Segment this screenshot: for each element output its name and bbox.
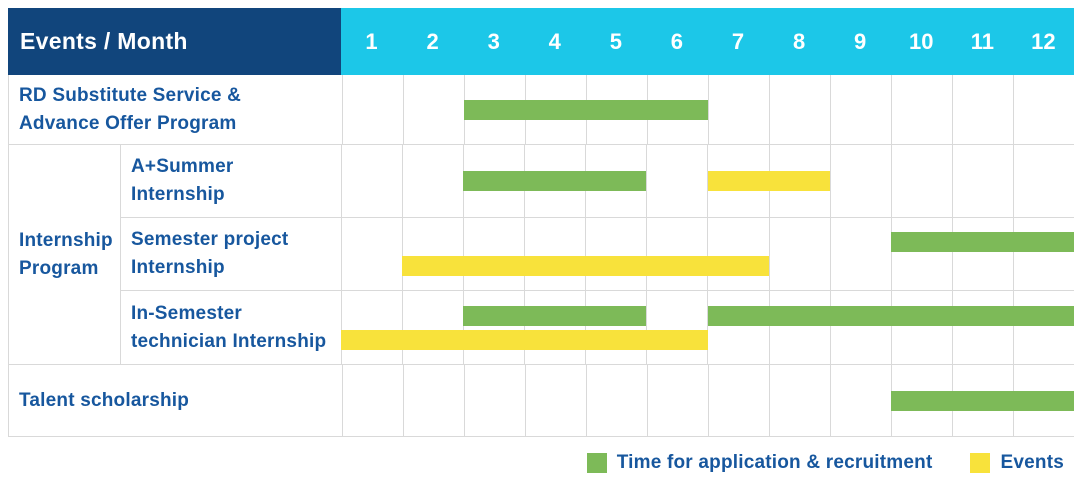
grid-cell <box>768 291 830 364</box>
table-body: RD Substitute Service & Advance Offer Pr… <box>8 75 1074 437</box>
grid-cell <box>402 218 463 290</box>
grid-cell <box>952 75 1013 144</box>
legend-label-events: Events <box>1000 452 1064 473</box>
grid-cell <box>403 365 464 436</box>
grid-cell <box>342 75 403 144</box>
events-bar <box>707 171 830 191</box>
row-semester-project-internship: Semester project Internship <box>121 218 1074 291</box>
row-label-semester-project: Semester project Internship <box>131 229 289 278</box>
grid-cell <box>830 365 891 436</box>
row-track-semester-project <box>341 218 1074 290</box>
grid-cell <box>463 218 524 290</box>
grid-cell <box>951 145 1013 217</box>
grid-cell <box>1012 145 1074 217</box>
grid-cell <box>890 145 952 217</box>
month-label: 11 <box>970 28 994 54</box>
grid-cell <box>464 365 525 436</box>
legend-item-application-recruitment: Time for application & recruitment <box>586 452 933 474</box>
grid-cell <box>524 218 585 290</box>
row-a-summer-internship: A+Summer Internship <box>121 145 1074 218</box>
grid-cell <box>646 218 707 290</box>
grid-cell <box>1013 75 1074 144</box>
legend-label-application-recruitment: Time for application & recruitment <box>616 452 933 473</box>
row-rd-substitute: RD Substitute Service & Advance Offer Pr… <box>9 75 1074 145</box>
grid-cell <box>402 291 463 364</box>
legend: Time for application & recruitment Event… <box>586 452 1064 474</box>
month-label: 5 <box>609 28 622 54</box>
month-label: 9 <box>854 28 867 54</box>
row-label-a-summer: A+Summer Internship <box>131 156 234 205</box>
month-header: 1 2 3 4 5 6 7 8 9 10 11 12 <box>341 8 1074 75</box>
grid-cell <box>647 365 708 436</box>
grid-cell <box>890 218 952 290</box>
application-recruitment-bar <box>890 232 1074 253</box>
grid-cell <box>1012 218 1074 290</box>
grid-cell <box>585 291 646 364</box>
legend-item-events: Events <box>970 452 1064 474</box>
events-bar <box>402 256 769 277</box>
grid-cell <box>708 365 769 436</box>
month-label: 10 <box>909 28 934 54</box>
application-recruitment-bar <box>463 305 647 326</box>
row-track-talent-scholarship <box>342 365 1074 436</box>
application-recruitment-bar <box>464 99 708 120</box>
grid-cell <box>769 75 830 144</box>
grid-cell <box>708 75 769 144</box>
grid-cell <box>524 291 585 364</box>
row-track-rd-substitute <box>342 75 1074 144</box>
month-label: 12 <box>1031 28 1056 54</box>
grid-cell <box>646 145 707 217</box>
events-gantt-chart: Events / Month 1 2 3 4 5 6 7 8 9 10 11 12 RD Substi… <box>8 8 1074 437</box>
grid-cell <box>585 218 646 290</box>
row-group-internship: Internship Program A+Summer Internship S… <box>9 145 1074 365</box>
grid-cell <box>951 218 1013 290</box>
grid-cell <box>768 218 830 290</box>
grid-cell <box>707 291 768 364</box>
grid-cell <box>891 75 952 144</box>
grid-cell <box>341 145 402 217</box>
month-label: 4 <box>548 28 561 54</box>
row-in-semester-technician-internship: In-Semester technician Internship <box>121 291 1074 364</box>
events-bar <box>341 329 708 350</box>
grid-cell <box>829 145 891 217</box>
row-label-in-semester: In-Semester technician Internship <box>131 302 327 352</box>
grid-cell <box>829 291 891 364</box>
grid-cell <box>341 291 402 364</box>
grid-cell <box>463 291 524 364</box>
row-track-a-summer <box>341 145 1074 217</box>
grid-cell <box>769 365 830 436</box>
grid-cell <box>403 75 464 144</box>
grid-cell <box>586 365 647 436</box>
grid-cell <box>951 291 1013 364</box>
grid-cell <box>1012 291 1074 364</box>
row-talent-scholarship: Talent scholarship <box>9 365 1074 437</box>
row-track-in-semester <box>341 291 1074 364</box>
grid-cell <box>830 75 891 144</box>
legend-swatch-yellow <box>970 453 991 473</box>
grid-cell <box>890 291 952 364</box>
group-label-internship: Internship Program <box>9 145 121 364</box>
table-title: Events / Month <box>8 8 341 75</box>
month-label: 2 <box>426 28 439 54</box>
month-label: 8 <box>792 28 806 54</box>
row-label-rd-substitute: RD Substitute Service & Advance Offer Pr… <box>19 84 242 134</box>
group-body-internship: A+Summer Internship Semester project Int… <box>121 145 1074 364</box>
application-recruitment-bar <box>463 171 647 191</box>
month-label: 6 <box>670 28 684 54</box>
grid-cell <box>646 291 707 364</box>
grid-cell <box>341 218 402 290</box>
grid-cell <box>707 218 768 290</box>
legend-swatch-green <box>586 453 607 473</box>
grid-cell <box>402 145 463 217</box>
row-label-talent-scholarship: Talent scholarship <box>19 389 190 411</box>
month-label: 7 <box>731 28 745 54</box>
month-label: 3 <box>487 28 500 54</box>
month-label: 1 <box>365 28 378 54</box>
grid-cell <box>525 365 586 436</box>
application-recruitment-bar <box>891 390 1074 411</box>
application-recruitment-bar <box>707 305 1074 326</box>
header-row: Events / Month 1 2 3 4 5 6 7 8 9 10 11 12 <box>8 8 1074 75</box>
grid-cell <box>829 218 891 290</box>
grid-cell <box>342 365 403 436</box>
